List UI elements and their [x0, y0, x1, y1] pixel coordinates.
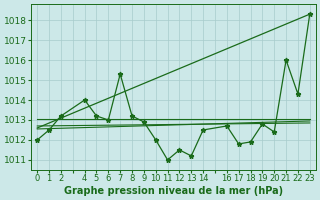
X-axis label: Graphe pression niveau de la mer (hPa): Graphe pression niveau de la mer (hPa)	[64, 186, 283, 196]
